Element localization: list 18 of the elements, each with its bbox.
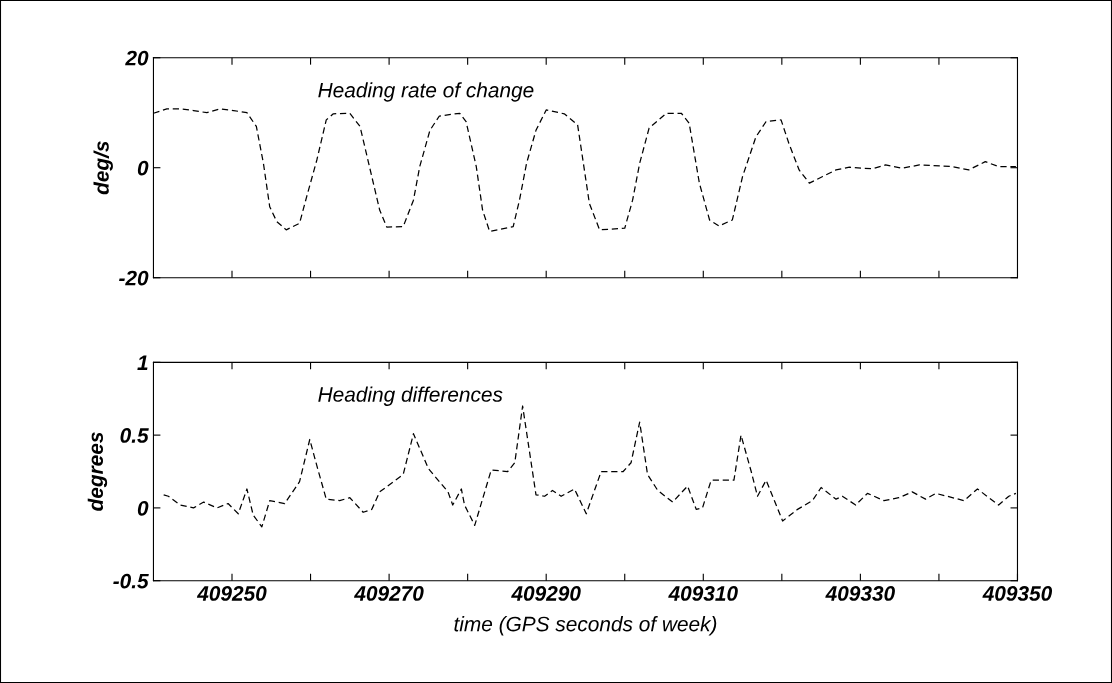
y-tick-label: 0 [137,160,149,176]
annotation: Heading differences [318,386,503,406]
x-axis-title: time (GPS seconds of week) [454,616,717,636]
y-tick-label: 0 [137,500,149,516]
y-axis-title: degrees [87,432,108,511]
y-tick-label: 1 [137,355,148,370]
y-tick-label: 0.5 [120,428,149,443]
x-tick-label: 409290 [511,586,581,601]
x-tick-label: 409270 [354,586,424,601]
y-tick-label: 20 [125,50,149,66]
y-axis-title: deg/s [93,141,113,195]
y-tick-label: -0.5 [113,573,149,589]
x-tick-label: 409250 [196,586,267,601]
x-tick-label: 409350 [982,586,1053,601]
x-tick-label: 409330 [825,586,895,601]
x-tick-label: 409310 [668,586,738,601]
annotation: Heading rate of change [318,82,534,102]
y-tick-label: -20 [119,270,149,286]
